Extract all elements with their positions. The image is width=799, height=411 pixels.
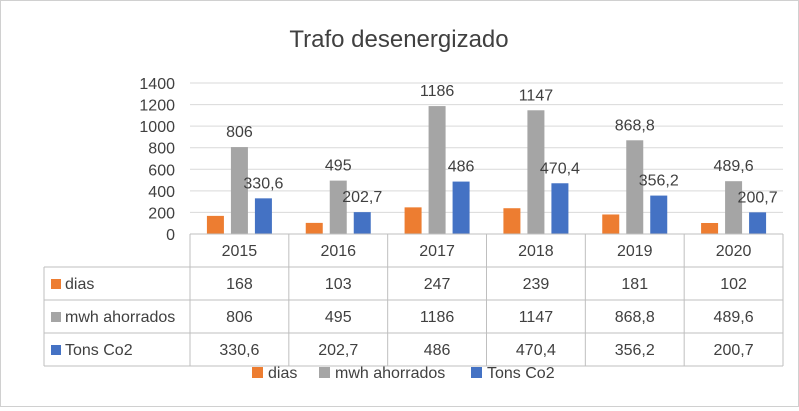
x-category-label: 2017 bbox=[419, 243, 455, 260]
table-cell: 103 bbox=[325, 276, 352, 293]
data-label: 202,7 bbox=[342, 189, 382, 206]
y-tick-label: 1400 bbox=[139, 76, 175, 93]
bar-dias bbox=[404, 207, 422, 234]
table-cell: 200,7 bbox=[714, 342, 754, 359]
data-label: 470,4 bbox=[540, 160, 580, 177]
grid-layer bbox=[190, 82, 783, 213]
x-category-label: 2015 bbox=[222, 243, 258, 260]
data-label: 489,6 bbox=[714, 158, 754, 175]
data-label: 806 bbox=[226, 124, 253, 141]
table-cell: 470,4 bbox=[516, 342, 556, 359]
data-label: 486 bbox=[448, 159, 475, 176]
table-legend-key bbox=[51, 279, 61, 289]
bar-mwh-ahorrados bbox=[527, 110, 545, 234]
data-label: 1186 bbox=[420, 83, 455, 100]
bar-dias bbox=[206, 215, 224, 234]
table-cell: 330,6 bbox=[219, 342, 259, 359]
table-cell: 202,7 bbox=[318, 342, 358, 359]
table-cell: 239 bbox=[523, 276, 550, 293]
bar-tons-co2 bbox=[452, 181, 470, 234]
bar-mwh-ahorrados bbox=[725, 181, 743, 234]
legend-key bbox=[471, 367, 482, 378]
table-cell: 495 bbox=[325, 309, 352, 326]
legend-entry: dias bbox=[268, 365, 297, 382]
chart-title: Trafo desenergizado bbox=[289, 26, 508, 53]
bar-dias bbox=[701, 222, 719, 234]
table-cell: 806 bbox=[226, 309, 253, 326]
legend: dias mwh ahorrados Tons Co2 bbox=[252, 365, 555, 382]
table-legend-key bbox=[51, 345, 61, 355]
legend-entry: Tons Co2 bbox=[487, 365, 555, 382]
data-label: 495 bbox=[325, 158, 352, 175]
bar-layer bbox=[206, 106, 767, 234]
bar-tons-co2 bbox=[551, 183, 569, 234]
legend-entry: mwh ahorrados bbox=[335, 365, 445, 382]
table-series-name: Tons Co2 bbox=[65, 342, 133, 359]
table-cell: 181 bbox=[621, 276, 648, 293]
x-category-label: 2020 bbox=[716, 243, 752, 260]
legend-key bbox=[252, 367, 263, 378]
y-tick-label: 400 bbox=[148, 184, 175, 201]
bar-mwh-ahorrados bbox=[230, 147, 248, 234]
bar-mwh-ahorrados bbox=[329, 180, 347, 234]
table-cell: 247 bbox=[424, 276, 451, 293]
y-tick-label: 1200 bbox=[139, 98, 175, 115]
table-series-name: mwh ahorrados bbox=[65, 309, 175, 326]
table-cell: 356,2 bbox=[615, 342, 655, 359]
bar-dias bbox=[503, 208, 521, 234]
bar-tons-co2 bbox=[749, 212, 767, 234]
bar-dias bbox=[305, 222, 323, 234]
x-category-label: 2016 bbox=[320, 243, 356, 260]
legend-key bbox=[319, 367, 330, 378]
bar-mwh-ahorrados bbox=[626, 140, 644, 234]
table-cell: 489,6 bbox=[714, 309, 754, 326]
data-label-layer: 806 495 1186 1147 868,8 489,6 330,6 202,7 486 470… bbox=[226, 83, 778, 206]
x-category-label: 2018 bbox=[518, 243, 554, 260]
data-label: 868,8 bbox=[615, 117, 655, 134]
x-category-label: 2019 bbox=[617, 243, 653, 260]
y-tick-label: 200 bbox=[148, 205, 175, 222]
bar-tons-co2 bbox=[650, 195, 668, 234]
y-tick-label: 0 bbox=[166, 227, 175, 244]
table-cell: 868,8 bbox=[615, 309, 655, 326]
bar-mwh-ahorrados bbox=[428, 106, 446, 234]
table-cell: 1147 bbox=[519, 309, 554, 326]
y-tick-label: 800 bbox=[148, 141, 175, 158]
y-tick-label: 1000 bbox=[139, 119, 175, 136]
y-tick-label: 600 bbox=[148, 162, 175, 179]
data-label: 1147 bbox=[519, 87, 554, 104]
data-label: 200,7 bbox=[738, 189, 778, 206]
y-axis-ticks: 0 200 400 600 800 1000 1200 1400 bbox=[139, 76, 175, 244]
table-cell: 168 bbox=[226, 276, 253, 293]
table-cell: 1186 bbox=[420, 309, 455, 326]
bar-tons-co2 bbox=[254, 198, 272, 234]
bar-tons-co2 bbox=[353, 212, 371, 234]
bar-dias bbox=[602, 214, 620, 234]
table-legend-key bbox=[51, 312, 61, 322]
data-label: 330,6 bbox=[243, 175, 283, 192]
table-cell: 486 bbox=[424, 342, 451, 359]
table-cell: 102 bbox=[720, 276, 747, 293]
data-table: 2015 2016 2017 2018 2019 2020 dias 168 103 247 239… bbox=[43, 233, 784, 367]
table-series-name: dias bbox=[65, 276, 94, 293]
data-label: 356,2 bbox=[639, 173, 679, 190]
